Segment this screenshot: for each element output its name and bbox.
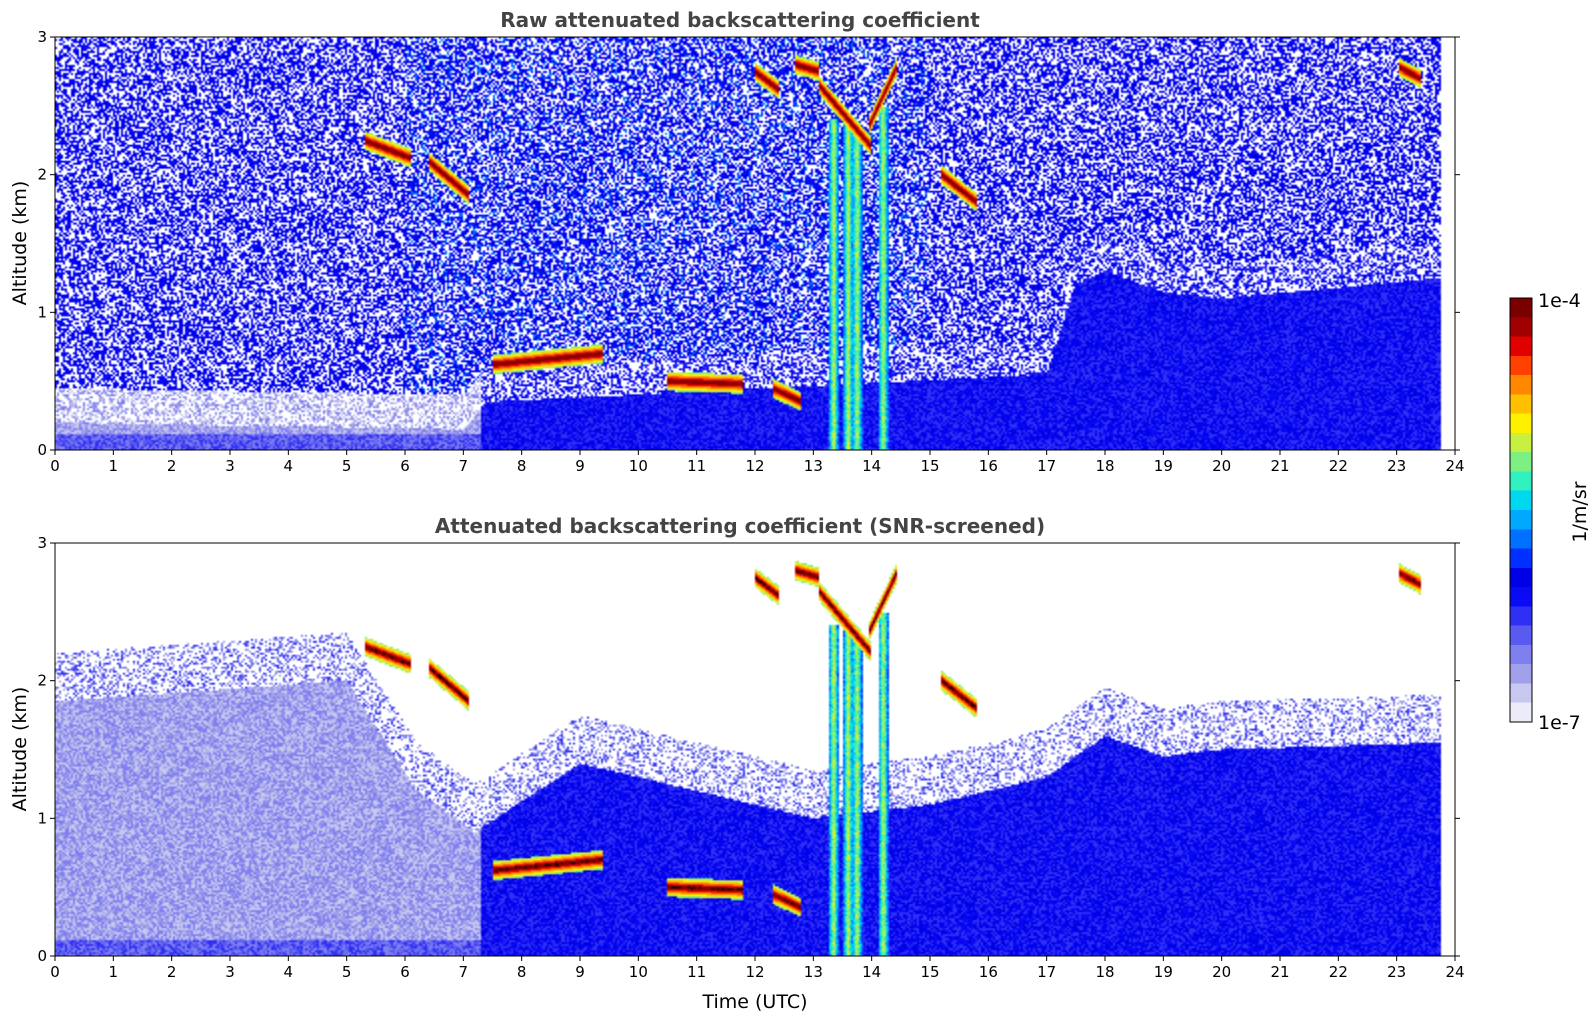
snr-panel-title: Attenuated backscattering coefficient (S… xyxy=(435,514,1045,538)
snr-y-axis-label: Altitude (km) xyxy=(9,687,31,812)
x-tick-label: 19 xyxy=(1154,457,1173,475)
x-tick-label: 2 xyxy=(167,963,177,981)
y-tick-label: 3 xyxy=(37,28,47,46)
raw-panel-title: Raw attenuated backscattering coefficien… xyxy=(500,8,980,32)
x-tick-label: 18 xyxy=(1095,457,1114,475)
x-tick-label: 0 xyxy=(50,457,60,475)
x-tick-label: 16 xyxy=(979,457,998,475)
x-tick-label: 3 xyxy=(225,457,235,475)
y-tick-label: 0 xyxy=(37,441,47,459)
raw-axis-ticks: 0 1 2 3 4 5 6 7 8 9 10 11 12 13 14 15 16 17 18 19 20 21 22 23 24… xyxy=(37,28,1464,475)
snr-axis-ticks: 0 1 2 3 4 5 6 7 8 9 10 11 12 13 14 15 16 17 18 19 20 21 22 23 24… xyxy=(37,534,1464,981)
x-tick-label: 8 xyxy=(517,457,527,475)
x-tick-label: 4 xyxy=(284,963,294,981)
x-tick-label: 24 xyxy=(1445,963,1464,981)
x-tick-label: 18 xyxy=(1095,963,1114,981)
snr-backscatter-heatmap xyxy=(55,543,1455,956)
y-tick-label: 2 xyxy=(37,166,47,184)
x-tick-label: 13 xyxy=(804,457,823,475)
colorbar: 1e-4 1e-7 1/m/sr xyxy=(1509,290,1591,734)
x-tick-label: 22 xyxy=(1329,963,1348,981)
x-tick-label: 5 xyxy=(342,963,352,981)
x-tick-label: 22 xyxy=(1329,457,1348,475)
colorbar-min-label: 1e-7 xyxy=(1538,712,1581,734)
x-tick-label: 23 xyxy=(1387,963,1406,981)
x-tick-label: 6 xyxy=(400,963,410,981)
x-tick-label: 7 xyxy=(459,457,469,475)
x-tick-label: 21 xyxy=(1270,963,1289,981)
x-tick-label: 9 xyxy=(575,457,585,475)
x-tick-label: 1 xyxy=(109,457,119,475)
y-tick-label: 1 xyxy=(37,303,47,321)
x-tick-label: 9 xyxy=(575,963,585,981)
x-tick-label: 19 xyxy=(1154,963,1173,981)
x-tick-label: 6 xyxy=(400,457,410,475)
raw-backscatter-heatmap xyxy=(55,37,1455,450)
x-tick-label: 11 xyxy=(687,457,706,475)
x-tick-label: 4 xyxy=(284,457,294,475)
x-tick-label: 14 xyxy=(862,963,881,981)
x-tick-label: 12 xyxy=(745,457,764,475)
y-tick-label: 0 xyxy=(37,947,47,965)
time-axis-label: Time (UTC) xyxy=(701,991,807,1013)
snr-screened-panel: Attenuated backscattering coefficient (S… xyxy=(9,514,1465,1013)
x-tick-label: 10 xyxy=(629,963,648,981)
x-tick-label: 15 xyxy=(920,457,939,475)
x-tick-label: 7 xyxy=(459,963,469,981)
x-tick-label: 17 xyxy=(1037,457,1056,475)
x-tick-label: 10 xyxy=(629,457,648,475)
x-tick-label: 21 xyxy=(1270,457,1289,475)
x-tick-label: 16 xyxy=(979,963,998,981)
colorbar-unit-label: 1/m/sr xyxy=(1569,481,1591,542)
x-tick-label: 23 xyxy=(1387,457,1406,475)
x-tick-label: 0 xyxy=(50,963,60,981)
x-tick-label: 17 xyxy=(1037,963,1056,981)
x-tick-label: 24 xyxy=(1445,457,1464,475)
y-tick-label: 2 xyxy=(37,672,47,690)
raw-backscatter-panel: Raw attenuated backscattering coefficien… xyxy=(9,8,1465,475)
x-tick-label: 1 xyxy=(109,963,119,981)
x-tick-label: 3 xyxy=(225,963,235,981)
x-tick-label: 5 xyxy=(342,457,352,475)
x-tick-label: 11 xyxy=(687,963,706,981)
x-tick-label: 8 xyxy=(517,963,527,981)
x-tick-label: 12 xyxy=(745,963,764,981)
x-tick-label: 15 xyxy=(920,963,939,981)
x-tick-label: 14 xyxy=(862,457,881,475)
x-tick-label: 2 xyxy=(167,457,177,475)
x-tick-label: 20 xyxy=(1212,963,1231,981)
y-tick-label: 3 xyxy=(37,534,47,552)
colorbar-gradient xyxy=(1509,297,1533,723)
x-tick-label: 20 xyxy=(1212,457,1231,475)
colorbar-max-label: 1e-4 xyxy=(1538,290,1581,312)
raw-y-axis-label: Altitude (km) xyxy=(9,181,31,306)
y-tick-label: 1 xyxy=(37,809,47,827)
x-tick-label: 13 xyxy=(804,963,823,981)
